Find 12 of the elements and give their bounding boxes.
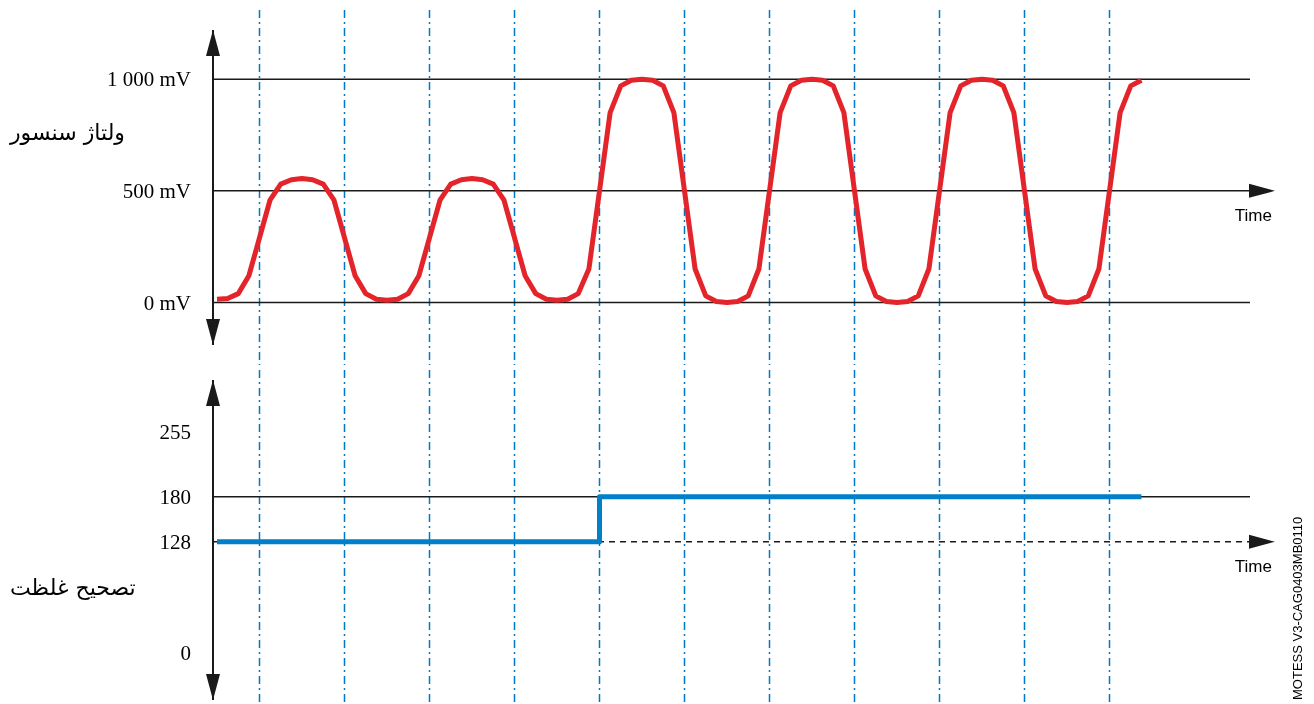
y-axis-title: تصحیح غلظت xyxy=(10,575,136,600)
y-tick-label: 0 mV xyxy=(143,290,191,315)
y-tick-label: 1 000 mV xyxy=(107,67,191,92)
x-axis-title: Time xyxy=(1234,556,1272,576)
y-tick-label: 128 xyxy=(159,530,191,555)
text: MOTESS V3-CAG0403MB0110 xyxy=(1290,516,1305,700)
y-tick-label: 500 mV xyxy=(122,179,191,204)
x-axis-title: Time xyxy=(1234,205,1272,225)
y-tick-label: 180 xyxy=(159,485,191,510)
y-axis-title: ولتاژ سنسور xyxy=(9,120,125,145)
y-tick-label: 0 xyxy=(180,640,191,665)
y-tick-label: 255 xyxy=(159,420,191,445)
